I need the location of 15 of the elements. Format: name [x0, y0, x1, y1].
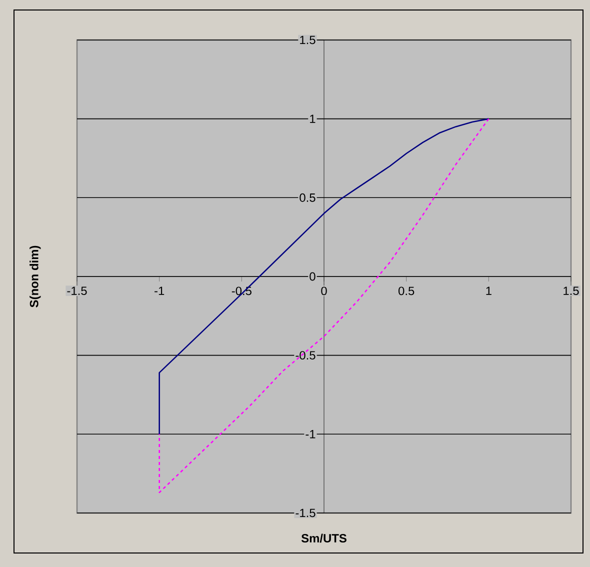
- y-tick-label: 0.5: [300, 193, 316, 202]
- x-tick-label: 1.5: [564, 286, 579, 296]
- x-tick-label: 1: [486, 286, 492, 295]
- y-tick-label: 1.5: [300, 36, 316, 44]
- x-tick-label: -1.5: [67, 286, 87, 296]
- y-axis-title: S(non dim): [30, 246, 41, 308]
- y-tick-label: 0: [310, 272, 316, 281]
- x-axis-title: Sm/UTS: [301, 534, 346, 543]
- y-tick-label: -1.5: [296, 508, 316, 518]
- x-tick-label: 0: [321, 286, 327, 296]
- x-tick-label: 0.5: [398, 286, 414, 296]
- y-tick-label: 1: [310, 114, 316, 123]
- y-tick-label: -1: [306, 430, 316, 438]
- y-tick-label: -0.5: [296, 351, 316, 360]
- x-tick-label: -1: [154, 286, 164, 295]
